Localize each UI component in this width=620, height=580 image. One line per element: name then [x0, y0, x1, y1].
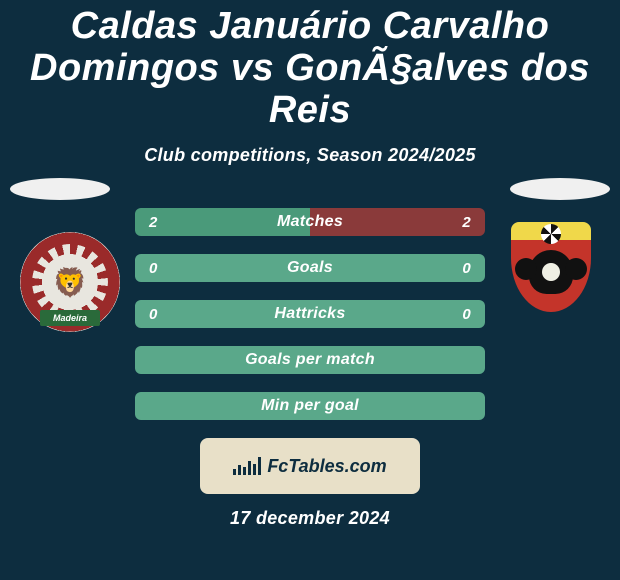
- maritimo-crest-lion: 🦁: [45, 257, 95, 307]
- stat-bar-left: [135, 346, 310, 374]
- stat-bar: Goals per match: [135, 346, 485, 374]
- stat-bar: 00Goals: [135, 254, 485, 282]
- fctables-logo-box: FcTables.com: [200, 438, 420, 494]
- stat-bar-left: [135, 392, 310, 420]
- player-right-ellipse: [510, 178, 610, 200]
- stat-bar-right: 2: [310, 208, 485, 236]
- stat-row-goals-per-match: Goals per match: [135, 346, 485, 374]
- stat-bar-right: 0: [310, 254, 485, 282]
- oliveirense-eagle-chest: [542, 263, 560, 281]
- oliveirense-eagle-icon: [529, 250, 573, 294]
- comparison-bars: 22Matches00Goals00HattricksGoals per mat…: [135, 208, 485, 420]
- stat-value-left: 0: [149, 260, 158, 277]
- oliveirense-ball-icon: [541, 224, 561, 244]
- stat-bar: 00Hattricks: [135, 300, 485, 328]
- stat-bar-left: 0: [135, 254, 310, 282]
- generation-date: 17 december 2024: [0, 508, 620, 529]
- page-title: Caldas Januário Carvalho Domingos vs Gon…: [0, 0, 620, 131]
- stat-value-left: 2: [149, 214, 158, 231]
- stat-bar-left: 0: [135, 300, 310, 328]
- stat-bar-right: [310, 392, 485, 420]
- stat-row-min-per-goal: Min per goal: [135, 392, 485, 420]
- page-subtitle: Club competitions, Season 2024/2025: [0, 145, 620, 166]
- logo-bar-segment: [243, 467, 246, 475]
- stat-bar: 22Matches: [135, 208, 485, 236]
- stat-value-right: 2: [462, 214, 471, 231]
- stat-bar-right: [310, 346, 485, 374]
- stat-value-left: 0: [149, 306, 158, 323]
- logo-bar-segment: [258, 457, 261, 475]
- stat-bar-right: 0: [310, 300, 485, 328]
- stat-row-goals: 00Goals: [135, 254, 485, 282]
- logo-bar-segment: [248, 461, 251, 475]
- logo-bar-segment: [253, 464, 256, 475]
- stat-bar: Min per goal: [135, 392, 485, 420]
- team-crest-left: 🦁 Madeira: [20, 232, 120, 332]
- team-crest-right: [506, 222, 596, 312]
- logo-bar-segment: [233, 469, 236, 475]
- stat-row-hattricks: 00Hattricks: [135, 300, 485, 328]
- stat-value-right: 0: [462, 260, 471, 277]
- maritimo-crest-ring: 🦁 Madeira: [20, 232, 120, 332]
- oliveirense-shield: [511, 222, 591, 312]
- fctables-bars-icon: [233, 457, 261, 475]
- stat-value-right: 0: [462, 306, 471, 323]
- stat-row-matches: 22Matches: [135, 208, 485, 236]
- stat-bar-left: 2: [135, 208, 310, 236]
- logo-bar-segment: [238, 465, 241, 475]
- player-left-ellipse: [10, 178, 110, 200]
- fctables-logo-text: FcTables.com: [267, 456, 386, 477]
- maritimo-crest-ribbon: Madeira: [40, 310, 100, 326]
